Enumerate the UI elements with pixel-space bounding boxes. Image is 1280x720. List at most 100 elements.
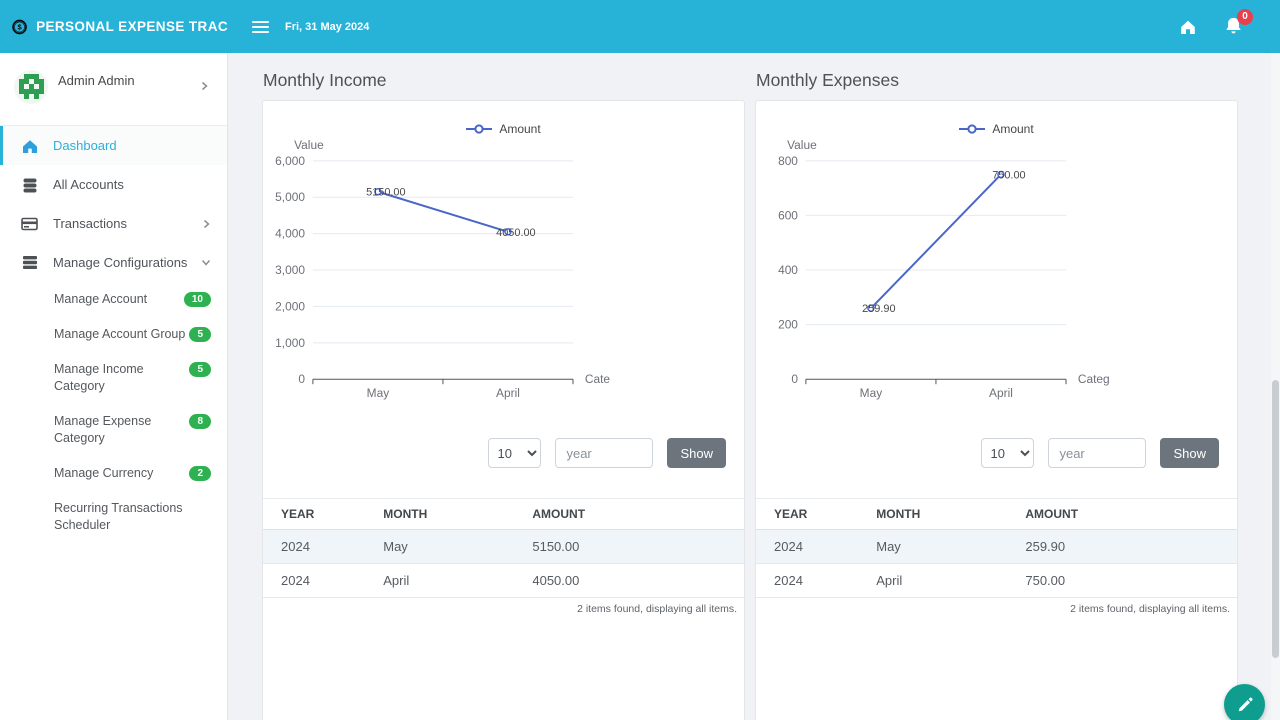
show-button[interactable]: Show (1160, 438, 1219, 468)
monthly-expenses-card: Amount Value 800 600 400 200 0 May April Categ 25… (755, 100, 1238, 720)
sidebar-item-transactions[interactable]: Transactions (0, 204, 227, 243)
chart-legend[interactable]: Amount (756, 122, 1237, 136)
sidebar-nav: Dashboard All Accounts Transactions Ma (0, 126, 227, 543)
bell-icon[interactable]: 0 (1223, 9, 1253, 37)
svg-text:200: 200 (778, 318, 798, 332)
svg-text:5150.00: 5150.00 (366, 187, 405, 199)
svg-text:0: 0 (791, 372, 798, 386)
monthly-expenses-panel: Monthly Expenses Amount Value 800 600 400 20… (755, 70, 1238, 720)
table-header-row: YEAR MONTH AMOUNT (756, 498, 1237, 530)
user-menu[interactable]: Admin Admin (0, 53, 227, 126)
sidebar-item-manage-account-group[interactable]: Manage Account Group 5 (0, 317, 227, 352)
svg-text:Cate: Cate (585, 372, 611, 386)
year-input[interactable] (1048, 438, 1147, 468)
count-badge: 5 (189, 362, 211, 377)
chart-controls: 10 Show (263, 438, 726, 468)
svg-text:6,000: 6,000 (275, 154, 305, 168)
chevron-right-icon (204, 219, 210, 228)
svg-text:Value: Value (787, 138, 817, 152)
svg-text:Categ: Categ (1078, 372, 1110, 386)
page-scrollbar (1271, 53, 1280, 720)
panel-title: Monthly Income (263, 70, 387, 90)
svg-text:750.00: 750.00 (992, 169, 1025, 181)
table-row: 2024 May 259.90 (756, 529, 1237, 564)
svg-text:April: April (989, 386, 1013, 400)
home-icon[interactable] (1179, 18, 1197, 35)
legend-line-marker-icon (959, 124, 986, 134)
page-size-select[interactable]: 10 (488, 438, 542, 468)
svg-text:400: 400 (778, 263, 798, 277)
sidebar-item-manage-account[interactable]: Manage Account 10 (0, 282, 227, 317)
server-list-icon (20, 255, 39, 270)
identicon-avatar (14, 70, 48, 104)
count-badge: 5 (189, 327, 211, 342)
page-size-select[interactable]: 10 (981, 438, 1035, 468)
sidebar-item-label: Dashboard (53, 138, 117, 153)
monthly-expenses-chart[interactable]: Value 800 600 400 200 0 May April Categ 259.90 750… (756, 137, 1237, 411)
sidebar-item-manage-income-category[interactable]: Manage Income Category 5 (0, 352, 227, 404)
credit-card-icon (20, 217, 39, 231)
scrollbar-thumb[interactable] (1272, 380, 1279, 658)
show-button[interactable]: Show (667, 438, 726, 468)
svg-text:4050.00: 4050.00 (496, 227, 535, 239)
svg-text:May: May (367, 386, 390, 400)
sidebar: Admin Admin Dashboard All Accounts Tr (0, 53, 228, 720)
topbar: $ PERSONAL EXPENSE TRAC Fri, 31 May 2024… (0, 0, 1280, 53)
table-row: 2024 May 5150.00 (263, 529, 744, 564)
count-badge: 10 (183, 292, 211, 307)
main-content: Monthly Income Amount Value 6,000 5,000 4,0… (228, 53, 1280, 720)
monthly-income-card: Amount Value 6,000 5,000 4,000 3,000 2,000 1,0… (262, 100, 745, 720)
svg-text:May: May (860, 386, 883, 400)
svg-text:4,000: 4,000 (275, 227, 305, 241)
sidebar-item-label: All Accounts (53, 177, 124, 192)
sidebar-item-manage-expense-category[interactable]: Manage Expense Category 8 (0, 404, 227, 456)
chevron-right-icon (202, 81, 208, 91)
pencil-icon (1238, 697, 1253, 711)
chevron-down-icon (201, 260, 211, 266)
table-footer: 2 items found, displaying all items. (1070, 603, 1230, 615)
svg-text:5,000: 5,000 (275, 190, 305, 204)
chart-legend[interactable]: Amount (263, 122, 744, 136)
svg-text:600: 600 (778, 208, 798, 222)
edit-fab-button[interactable] (1224, 684, 1265, 720)
count-badge: 8 (189, 414, 211, 429)
table-row: 2024 April 750.00 (756, 563, 1237, 598)
legend-line-marker-icon (466, 124, 493, 134)
income-table: YEAR MONTH AMOUNT 2024 May 5150.00 2024 Apri… (263, 498, 744, 598)
panel-title: Monthly Expenses (756, 70, 899, 90)
sidebar-item-label: Manage Configurations (53, 255, 188, 270)
chart-controls: 10 Show (756, 438, 1219, 468)
sidebar-item-manage-configurations[interactable]: Manage Configurations (0, 243, 227, 282)
topbar-actions: 0 (1179, 9, 1280, 37)
svg-text:Value: Value (294, 138, 324, 152)
brand: $ PERSONAL EXPENSE TRAC (0, 9, 228, 45)
table-header-row: YEAR MONTH AMOUNT (263, 498, 744, 530)
svg-text:259.90: 259.90 (862, 303, 895, 315)
sidebar-item-all-accounts[interactable]: All Accounts (0, 165, 227, 204)
count-badge: 2 (189, 466, 211, 481)
sidebar-item-dashboard[interactable]: Dashboard (0, 126, 227, 165)
app-title: PERSONAL EXPENSE TRAC (36, 19, 228, 34)
sidebar-item-recurring-transactions-scheduler[interactable]: Recurring Transactions Scheduler (54, 501, 183, 532)
user-name: Admin Admin (58, 73, 135, 88)
hamburger-icon[interactable] (248, 17, 273, 37)
table-footer: 2 items found, displaying all items. (577, 603, 737, 615)
svg-text:800: 800 (778, 154, 798, 168)
table-row: 2024 April 4050.00 (263, 563, 744, 598)
monthly-income-chart[interactable]: Value 6,000 5,000 4,000 3,000 2,000 1,000 0 May A… (263, 137, 744, 411)
current-date: Fri, 31 May 2024 (285, 20, 370, 33)
sidebar-item-label: Transactions (53, 216, 127, 231)
year-input[interactable] (555, 438, 654, 468)
svg-text:April: April (496, 386, 520, 400)
svg-text:$: $ (17, 22, 22, 31)
svg-text:0: 0 (298, 372, 305, 386)
svg-text:3,000: 3,000 (275, 263, 305, 277)
sidebar-item-manage-currency[interactable]: Manage Currency 2 (0, 456, 227, 491)
svg-text:1,000: 1,000 (275, 336, 305, 350)
expenses-table: YEAR MONTH AMOUNT 2024 May 259.90 2024 April… (756, 498, 1237, 598)
monthly-income-panel: Monthly Income Amount Value 6,000 5,000 4,0… (262, 70, 745, 720)
database-icon (20, 177, 39, 193)
dollar-circle-icon: $ (12, 19, 27, 34)
home-icon (20, 138, 39, 154)
